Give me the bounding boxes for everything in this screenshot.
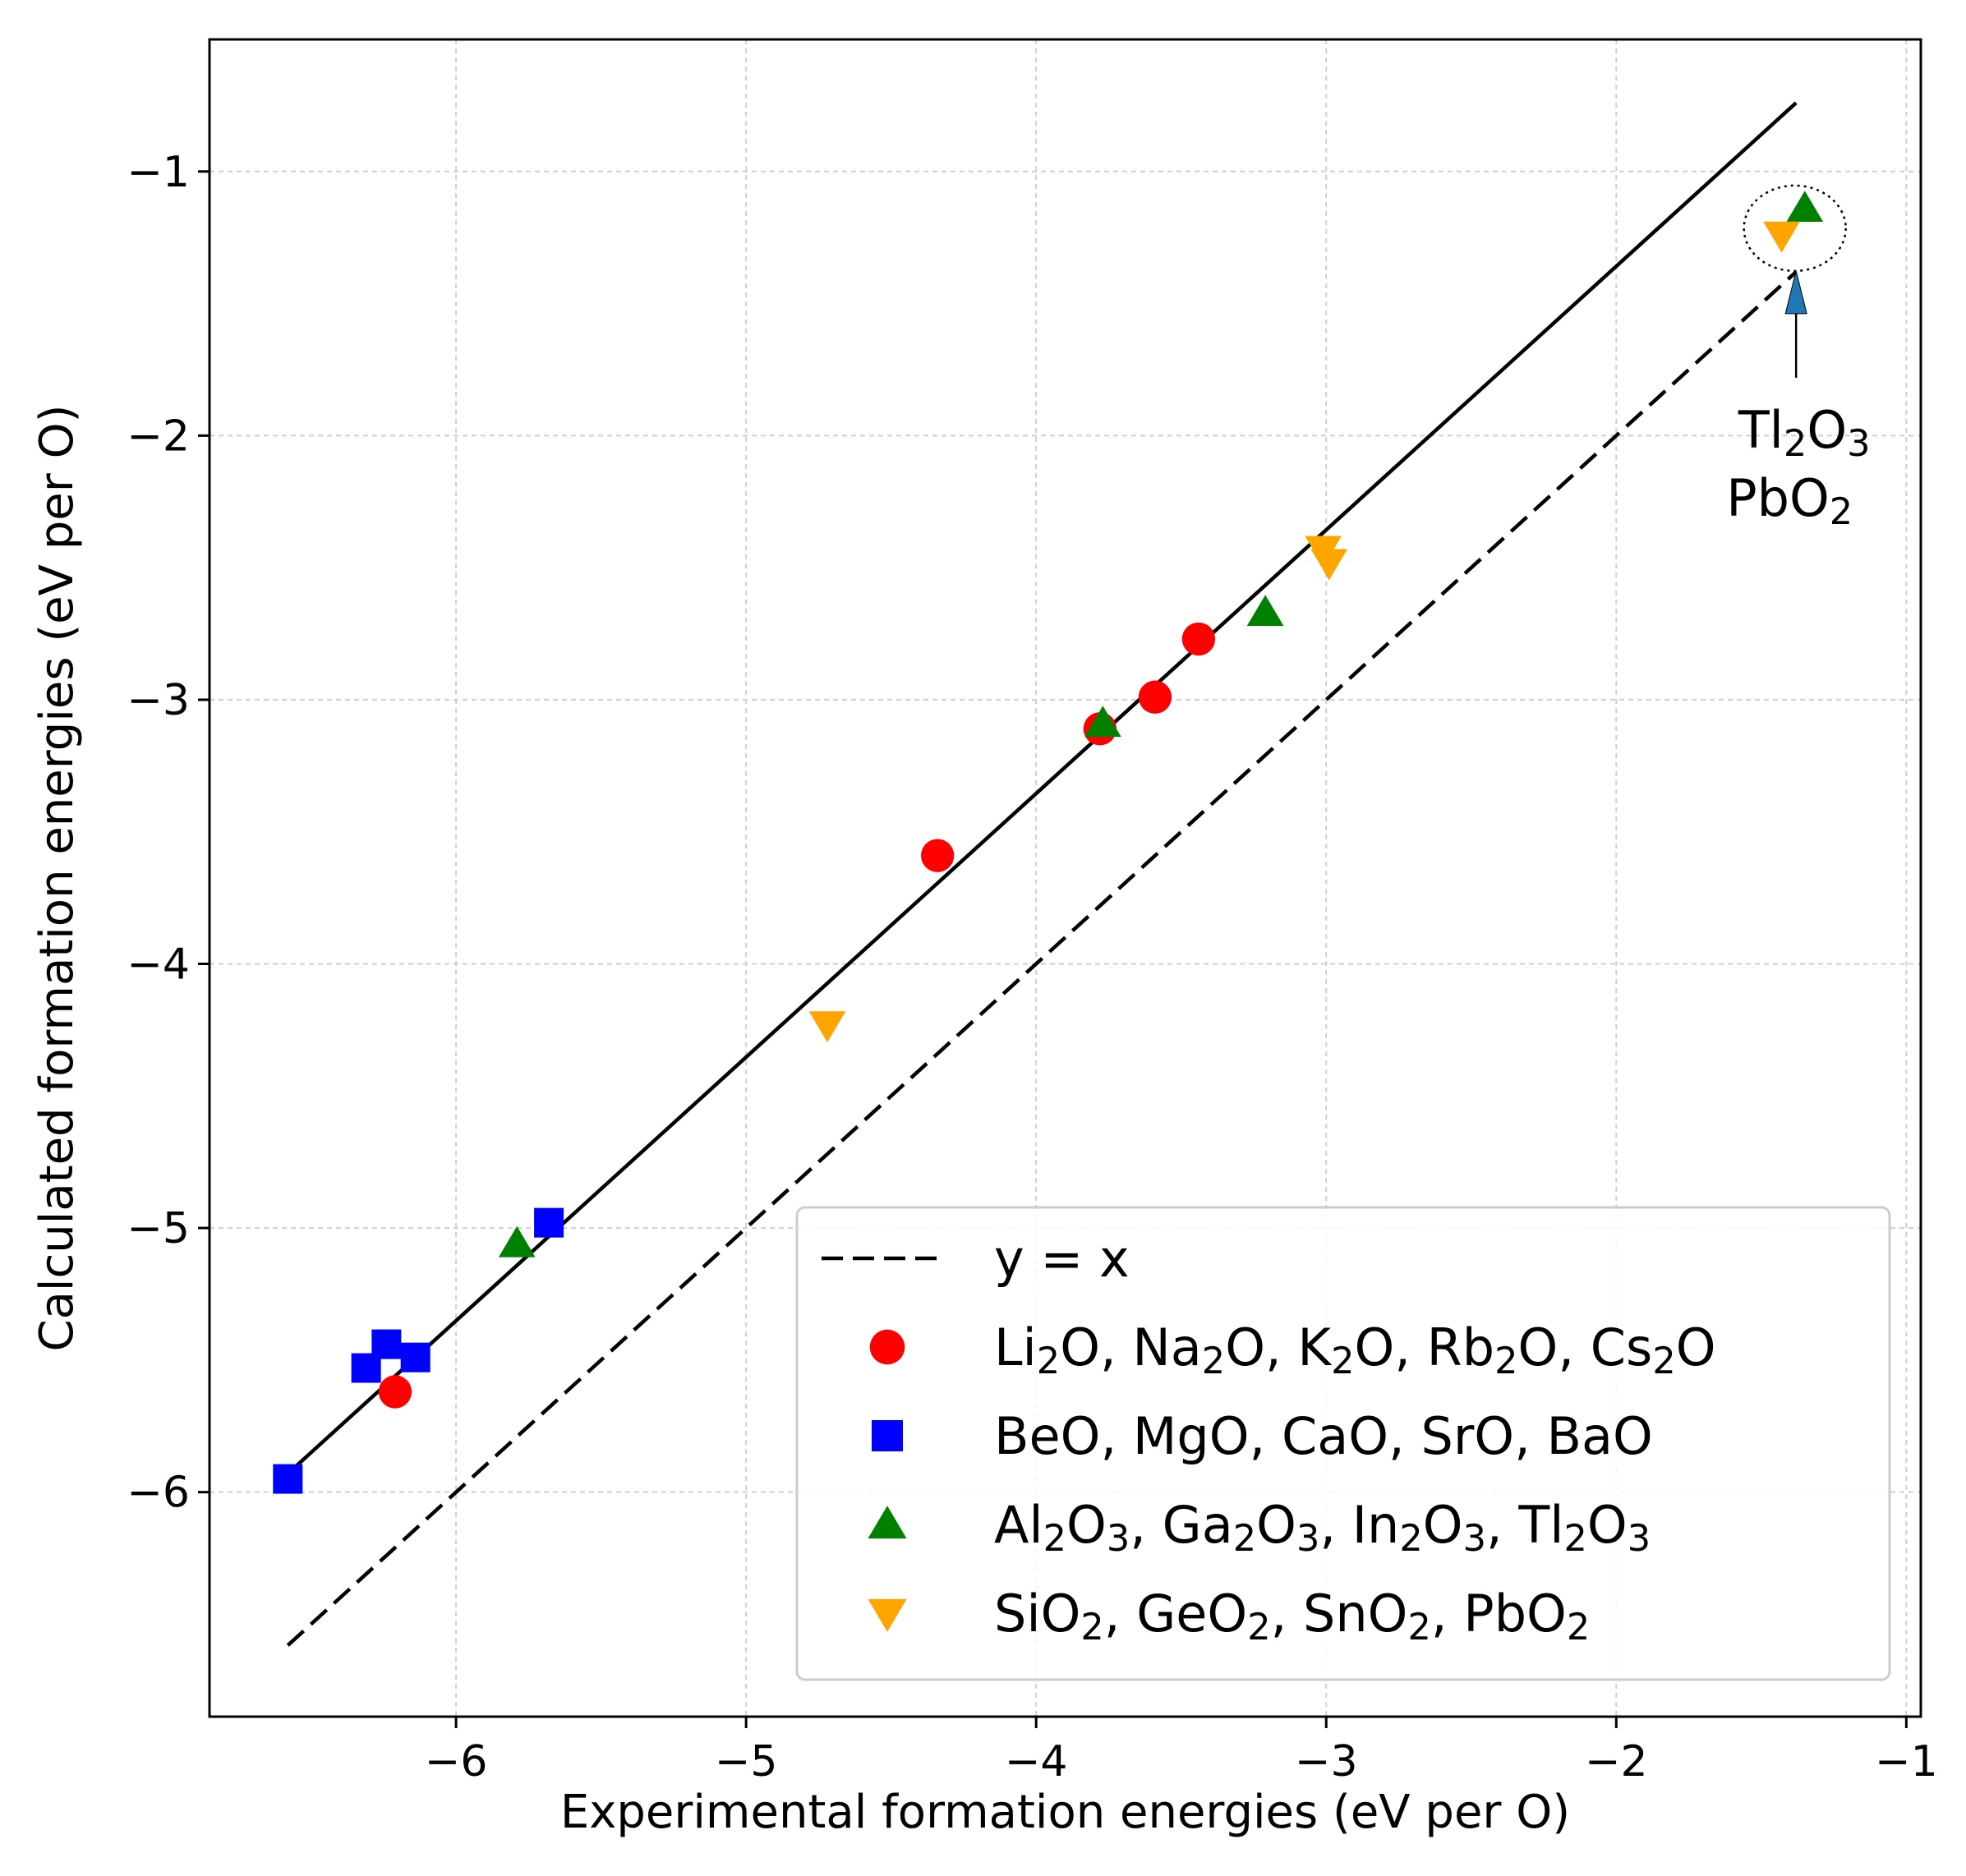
subscript: 2 [1399,1517,1422,1560]
text-part: , SnO [1271,1584,1408,1644]
plot-frame [208,38,1922,1718]
subscript: 3 [1296,1517,1319,1560]
reference-lines [286,101,1798,1647]
legend-label: Al2O3, Ga2O3, In2O3, Tl2O3 [994,1495,1651,1560]
fit-line [286,101,1798,1475]
subscript: 2 [1247,1606,1270,1648]
triangle-up-point [498,1225,536,1258]
x-tick-label: −1 [1875,1737,1938,1786]
subscript: 3 [1107,1517,1130,1560]
text-part: O [1807,400,1847,460]
subscript: 2 [1830,490,1853,533]
x-axis-title: Experimental formation energies (eV per … [560,1786,1570,1839]
text-part: O [1676,1317,1716,1377]
text-part: , Tl [1486,1495,1564,1555]
square-point [273,1464,303,1494]
subscript: 2 [1567,1606,1590,1648]
triangle-down-point [808,1011,846,1043]
text-part: O [1256,1495,1296,1555]
legend-triangle-up-icon [868,1506,907,1539]
x-tick-label: −4 [1005,1737,1068,1786]
legend-label: SiO2, GeO2, SnO2, PbO2 [994,1584,1590,1648]
text-part: O, Na [1060,1317,1202,1377]
subscript: 2 [1080,1606,1103,1648]
subscript: 2 [1494,1340,1517,1382]
triangle-up-point [1786,191,1824,223]
subscript: 2 [1563,1517,1586,1560]
legend-label: y = x [994,1229,1130,1289]
highlight-circle [1743,184,1847,273]
triangle-down-point [1310,549,1348,581]
triangle-down-point [1763,221,1800,253]
text-part: , PbO [1431,1584,1567,1644]
y-tick-label: −2 [127,412,190,461]
subscript: 2 [1043,1517,1066,1560]
text-part: BeO, MgO, CaO, SrO, BaO [994,1406,1653,1466]
circle-point [1138,680,1172,714]
subscript: 3 [1628,1517,1651,1560]
y-tick-label: −6 [127,1469,190,1518]
subscript: 3 [1847,422,1870,465]
x-tick-label: −6 [425,1737,488,1786]
text-part: O, K [1225,1317,1332,1377]
subscript: 2 [1202,1340,1225,1382]
triangle-up-point [1246,595,1284,627]
square-point [400,1342,430,1373]
data-points [273,191,1824,1494]
text-part: O, Cs [1518,1317,1653,1377]
legend-triangle-down-icon [868,1598,907,1632]
circle-point [378,1375,412,1409]
text-part: Tl [1738,400,1784,460]
subscript: 2 [1784,422,1807,465]
y-tick-label: −4 [127,940,190,990]
x-tick-label: −3 [1295,1737,1358,1786]
square-point [534,1207,564,1238]
axis-ticks: −6 −5 −4 −3 −2 −1 −6 −5 −4 −3 −2 −1 [127,148,1937,1786]
legend-circle-icon [869,1329,905,1365]
square-point [371,1329,402,1359]
text-part: O [1423,1495,1463,1555]
subscript: 2 [1407,1606,1430,1648]
legend-square-icon [872,1420,903,1451]
y-axis-title: Calculated formation energies (eV per O) [30,405,84,1352]
text-part: , GeO [1104,1584,1247,1644]
identity-line [286,270,1798,1647]
y-tick-label: −5 [127,1204,190,1253]
text-part: Li [994,1317,1037,1377]
legend-label: BeO, MgO, CaO, SrO, BaO [994,1406,1653,1466]
text-part: , In [1319,1495,1399,1555]
annotation-label: PbO2 [1726,468,1853,533]
x-tick-label: −5 [715,1737,778,1786]
text-part: PbO [1726,468,1830,528]
text-part: O [1066,1495,1107,1555]
x-tick-label: −2 [1585,1737,1648,1786]
y-tick-label: −1 [127,148,190,197]
subscript: 2 [1233,1517,1256,1560]
subscript: 3 [1463,1517,1486,1560]
subscript: 2 [1652,1340,1675,1382]
triangle-up-point [1084,706,1121,738]
annotation-arrow-head [1784,270,1807,315]
circle-point [920,839,955,872]
y-tick-label: −3 [127,676,190,725]
text-part: O, Rb [1354,1317,1494,1377]
subscript: 2 [1037,1340,1060,1382]
text-part: O [1587,1495,1628,1555]
circle-point [1181,622,1216,656]
annotation-label: Tl2O3 [1738,400,1871,465]
text-part: Al [994,1495,1043,1555]
legend-label: Li2O, Na2O, K2O, Rb2O, Cs2O [994,1317,1716,1382]
text-part: , Ga [1130,1495,1232,1555]
legend-box [795,1206,1891,1681]
subscript: 2 [1331,1340,1354,1382]
text-part: SiO [994,1584,1080,1644]
